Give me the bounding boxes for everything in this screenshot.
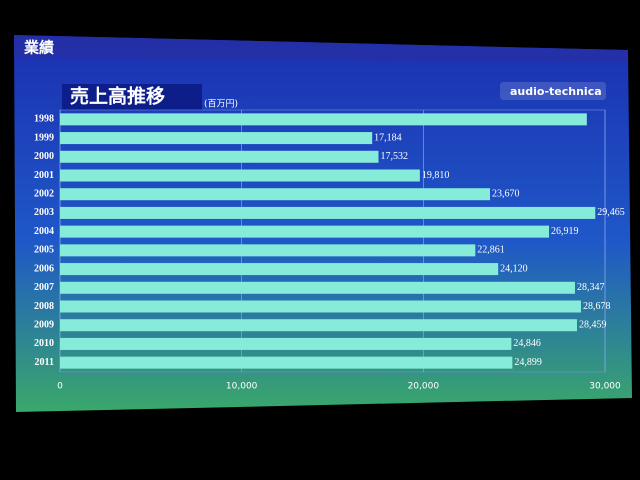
bar: [60, 263, 499, 276]
bar: [60, 132, 373, 145]
y-tick-label: 2003: [34, 207, 54, 218]
value-label: 28,347: [577, 282, 605, 293]
value-label: 29,465: [597, 207, 625, 218]
y-tick-label: 2002: [34, 189, 54, 200]
value-label: 24,899: [514, 357, 542, 368]
value-label: 19,810: [422, 170, 450, 181]
bar: [60, 337, 512, 350]
y-tick-label: 2010: [34, 338, 54, 349]
y-tick-label: 2008: [34, 301, 54, 312]
slide-band: [14, 35, 628, 62]
bar: [60, 169, 420, 182]
section-title: 業績: [23, 39, 54, 57]
y-tick-label: 2011: [35, 357, 54, 368]
y-tick-label: 2009: [34, 320, 54, 331]
brand: audio-technica: [510, 85, 602, 98]
bar: [60, 150, 379, 163]
bar: [60, 225, 550, 238]
y-tick-label: 2001: [34, 170, 54, 181]
value-label: 26,919: [551, 226, 579, 237]
bar: [60, 319, 578, 332]
value-label: 24,846: [513, 338, 541, 349]
y-tick-label: 2007: [34, 282, 54, 293]
y-tick-label: 2006: [34, 263, 54, 274]
value-label: 28,459: [579, 320, 607, 331]
x-tick-label: 10,000: [226, 382, 258, 392]
y-tick-label: 1999: [34, 132, 54, 143]
value-label: 22,861: [477, 245, 505, 256]
bar: [60, 113, 587, 126]
y-tick-label: 2000: [34, 151, 54, 162]
bar: [60, 281, 575, 294]
value-label: 28,678: [583, 301, 611, 312]
value-label: 23,670: [492, 189, 520, 200]
logo-box: [500, 82, 606, 100]
bar: [60, 206, 596, 219]
value-label: 17,184: [374, 132, 402, 143]
y-tick-label: 2005: [34, 245, 54, 256]
y-tick-label: 2004: [34, 226, 54, 237]
slide: [14, 35, 632, 412]
y-tick-label: 1998: [34, 114, 54, 125]
bar: [60, 300, 581, 313]
chart-title: 売上高推移: [70, 85, 165, 108]
value-label: 24,120: [500, 263, 528, 274]
bar: [60, 356, 513, 369]
x-tick-label: 0: [57, 382, 63, 392]
bar: [60, 244, 476, 257]
x-tick-label: 30,000: [589, 382, 621, 392]
x-tick-label: 20,000: [408, 382, 440, 392]
subtitle: (百万円): [204, 99, 238, 110]
bar: [60, 188, 491, 201]
title-box: [62, 84, 202, 110]
value-label: 17,532: [380, 151, 408, 162]
